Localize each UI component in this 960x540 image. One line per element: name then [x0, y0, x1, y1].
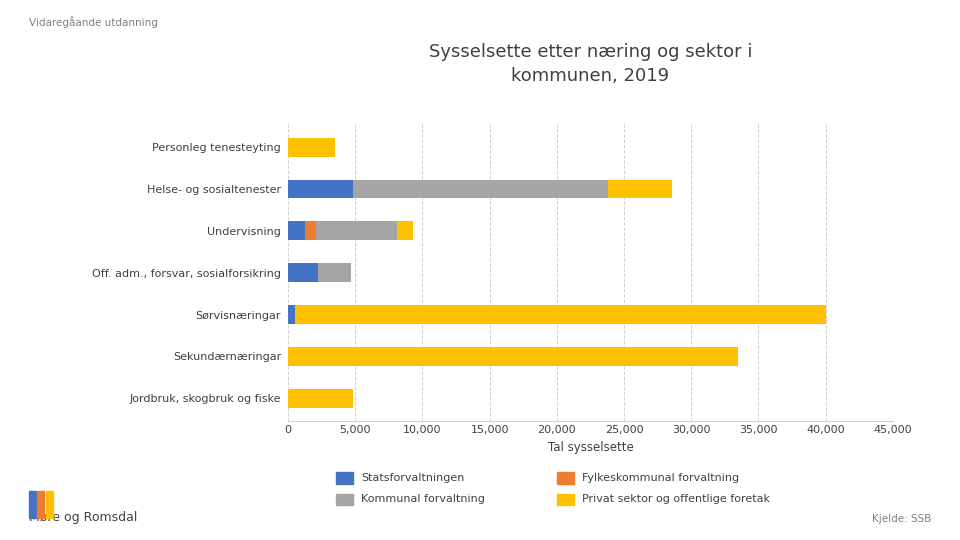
Bar — [318, 264, 351, 282]
Text: Privat sektor og offentlige foretak: Privat sektor og offentlige foretak — [582, 495, 770, 504]
Bar — [316, 221, 396, 240]
Bar — [288, 180, 352, 198]
Bar — [288, 305, 295, 324]
Text: Møre og Romsdal: Møre og Romsdal — [29, 511, 137, 524]
Text: Kommunal forvaltning: Kommunal forvaltning — [361, 495, 485, 504]
X-axis label: Tal sysselsette: Tal sysselsette — [547, 441, 634, 454]
Bar — [288, 389, 352, 408]
Text: Fylkeskommunal forvaltning: Fylkeskommunal forvaltning — [582, 473, 739, 483]
Bar — [288, 221, 305, 240]
Bar — [295, 305, 826, 324]
Text: Statsforvaltningen: Statsforvaltningen — [361, 473, 465, 483]
Text: Sysselsette etter næring og sektor i
kommunen, 2019: Sysselsette etter næring og sektor i kom… — [429, 43, 752, 85]
Bar — [288, 264, 318, 282]
Bar — [288, 138, 335, 157]
Text: Vidaregåande utdanning: Vidaregåande utdanning — [29, 16, 157, 28]
Text: Kjelde: SSB: Kjelde: SSB — [872, 514, 931, 524]
Bar — [288, 347, 738, 366]
Bar — [608, 180, 672, 198]
Bar — [396, 221, 413, 240]
Bar — [305, 221, 316, 240]
Bar — [352, 180, 608, 198]
